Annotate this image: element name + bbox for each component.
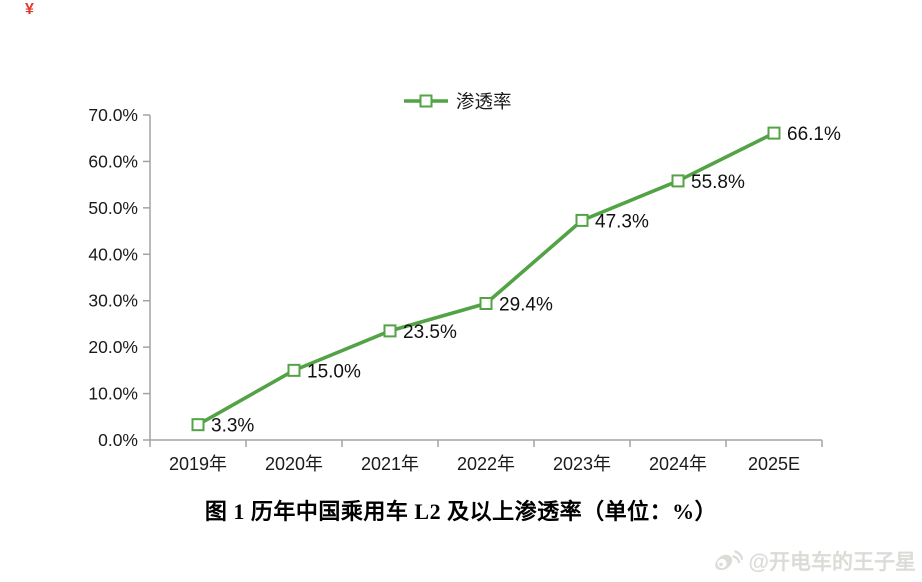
data-label: 15.0% <box>307 361 361 382</box>
data-label: 47.3% <box>595 211 649 232</box>
figure-caption: 图 1 历年中国乘用车 L2 及以上渗透率（单位：%） <box>204 499 718 524</box>
x-tick-label: 2023年 <box>553 454 611 474</box>
watermark-text: @开电车的王子星 <box>748 551 916 574</box>
data-label: 23.5% <box>403 322 457 343</box>
corner-currency-mark: ¥ <box>25 1 34 18</box>
line-chart-canvas: 0.0% 10.0% 20.0% 30.0% 40.0% 50.0% 60.0% 70.0% 2… <box>88 91 841 474</box>
x-tick-label: 2019年 <box>169 454 227 474</box>
data-point-marker <box>671 174 685 188</box>
data-label: 29.4% <box>499 295 553 316</box>
legend-marker <box>419 94 433 108</box>
data-point-marker <box>575 213 589 227</box>
x-tick-label: 2022年 <box>457 454 515 474</box>
data-label: 55.8% <box>691 172 745 193</box>
data-label: 3.3% <box>211 416 254 437</box>
data-point-marker <box>479 297 493 310</box>
legend-label: 渗透率 <box>456 91 512 112</box>
y-tick-label: 20.0% <box>88 337 138 357</box>
x-tick-label: 2020年 <box>265 454 323 474</box>
y-axis-tick-labels: 0.0% 10.0% 20.0% 30.0% 40.0% 50.0% 60.0% 70.0% <box>88 105 138 450</box>
y-tick-label: 10.0% <box>88 384 138 404</box>
series-markers <box>191 126 781 432</box>
axes <box>143 114 823 447</box>
data-point-marker <box>383 324 397 338</box>
y-tick-label: 0.0% <box>98 430 138 450</box>
data-point-marker <box>287 363 301 377</box>
series-line <box>197 131 775 427</box>
y-tick-label: 60.0% <box>88 151 138 171</box>
x-tick-label: 2024年 <box>649 454 707 474</box>
y-tick-label: 50.0% <box>88 198 138 218</box>
weibo-icon <box>714 550 743 571</box>
x-tick-label: 2025E <box>748 454 800 474</box>
x-tick-label: 2021年 <box>361 454 419 474</box>
data-label: 66.1% <box>787 124 841 145</box>
y-tick-label: 40.0% <box>88 244 138 264</box>
data-point-marker <box>191 418 205 432</box>
y-tick-label: 70.0% <box>88 105 138 125</box>
x-axis-tick-labels: 2019年 2020年 2021年 2022年 2023年 2024年 2025E <box>169 454 800 474</box>
data-labels: 3.3% 15.0% 23.5% 29.4% 47.3% 55.8% 66.1% <box>211 124 841 437</box>
legend: 渗透率 <box>404 91 512 112</box>
watermark: @开电车的王子星 <box>713 546 916 576</box>
y-tick-label: 30.0% <box>88 291 138 311</box>
data-point-marker <box>767 126 781 140</box>
